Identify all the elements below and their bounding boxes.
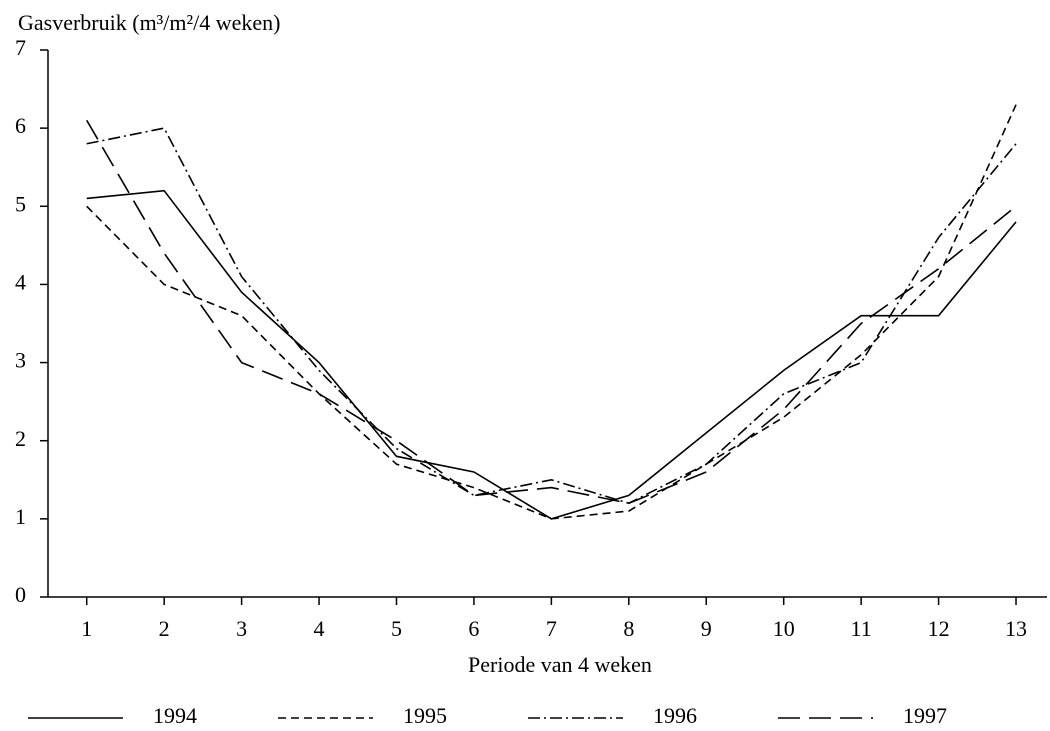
x-tick-label: 1 (81, 616, 92, 641)
x-tick-label: 12 (928, 616, 950, 641)
y-tick-label: 3 (15, 348, 26, 373)
y-tick-label: 2 (15, 426, 26, 451)
series-line (86, 189, 1017, 520)
series-line (86, 119, 1017, 505)
y-tick-label: 5 (15, 191, 26, 216)
legend-label: 1997 (903, 703, 947, 728)
x-tick-label: 7 (546, 616, 557, 641)
x-tick-label: 11 (851, 616, 872, 641)
legend-label: 1995 (403, 703, 447, 728)
series-line (86, 127, 1017, 505)
y-tick-label: 1 (15, 504, 26, 529)
legend-label: 1996 (653, 703, 697, 728)
y-tick-label: 0 (15, 582, 26, 607)
x-tick-label: 3 (236, 616, 247, 641)
x-tick-label: 13 (1005, 616, 1027, 641)
x-tick-label: 10 (773, 616, 795, 641)
x-tick-label: 4 (314, 616, 325, 641)
legend-label: 1994 (153, 703, 197, 728)
x-tick-label: 8 (623, 616, 634, 641)
x-tick-label: 9 (701, 616, 712, 641)
x-tick-label: 2 (159, 616, 170, 641)
y-tick-label: 7 (15, 35, 26, 60)
series-line (86, 104, 1017, 520)
y-tick-label: 6 (15, 113, 26, 138)
x-tick-label: 5 (391, 616, 402, 641)
x-tick-label: 6 (468, 616, 479, 641)
y-axis-label: Gasverbruik (m³/m²/4 weken) (18, 10, 280, 35)
y-tick-label: 4 (15, 269, 26, 294)
x-axis-label: Periode van 4 weken (468, 652, 652, 677)
